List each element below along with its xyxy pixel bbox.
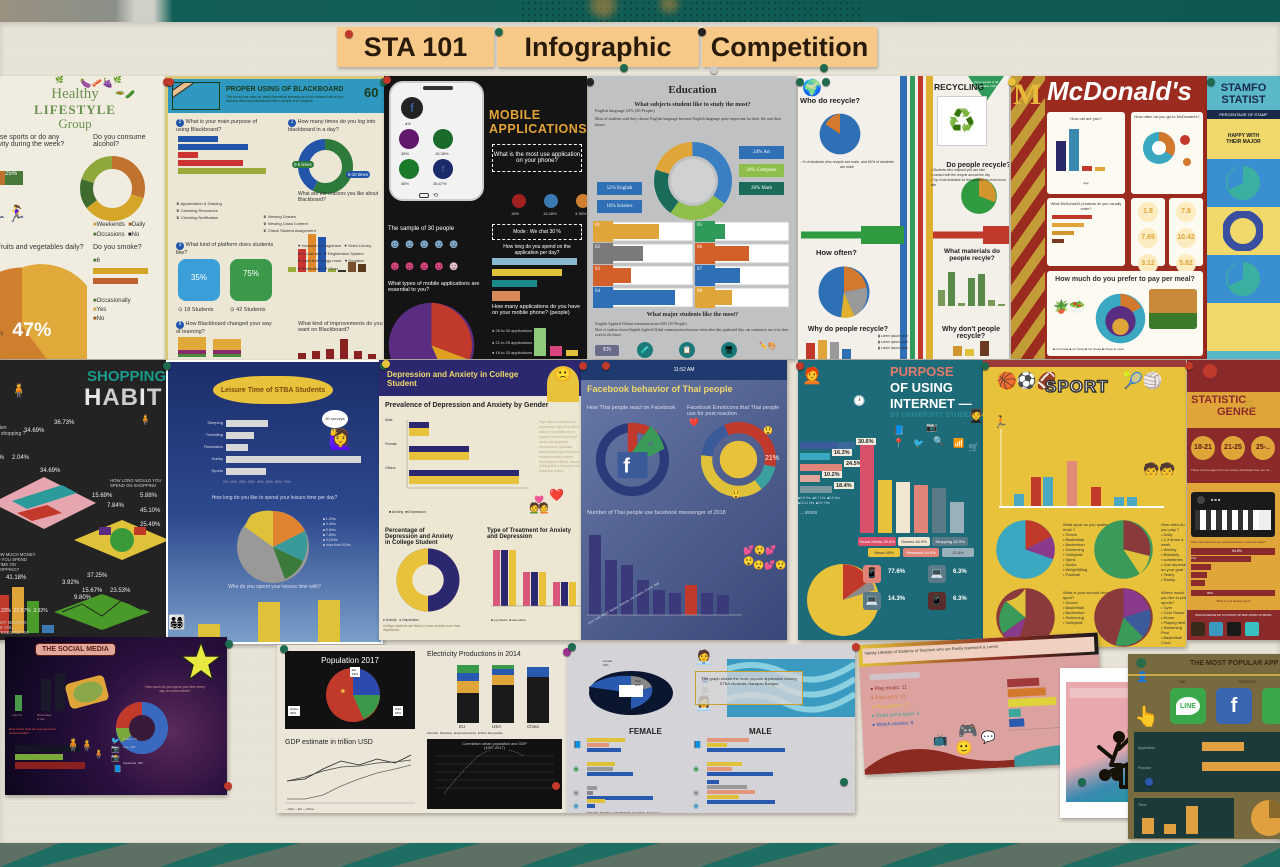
svg-text:USA: USA	[492, 724, 501, 729]
svg-text:China: China	[527, 724, 539, 729]
svg-text:EU: EU	[459, 724, 465, 729]
svg-text:47%: 47%	[12, 319, 51, 341]
svg-text:Application: Application	[1138, 746, 1155, 750]
svg-text:★: ★	[340, 687, 347, 696]
svg-text:Time: Time	[1138, 802, 1148, 807]
svg-text:Purpose: Purpose	[1138, 766, 1151, 770]
svg-text:f: f	[623, 455, 630, 478]
